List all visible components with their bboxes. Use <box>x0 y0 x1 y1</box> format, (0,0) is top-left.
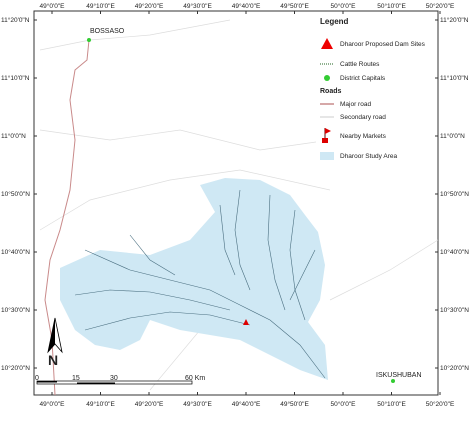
legend-symbol <box>320 152 334 160</box>
scale-label: 30 <box>110 375 118 382</box>
lon-label: 49°20'0"E <box>135 2 164 10</box>
lon-label: 49°50'0"E <box>280 2 309 10</box>
north-label: N <box>48 352 58 368</box>
lat-label: 11°20'0"N <box>1 16 30 24</box>
lon-label: 49°40'0"E <box>232 400 261 408</box>
lon-label: 50°10'0"E <box>377 400 406 408</box>
legend-box <box>316 12 437 170</box>
capital-marker <box>87 38 91 42</box>
legend-label: Nearby Markets <box>340 133 387 140</box>
lon-label: 50°10'0"E <box>377 2 406 10</box>
lon-label: 50°0'0"E <box>331 400 357 408</box>
north-arrow: N <box>47 317 63 368</box>
capital-marker <box>391 379 395 383</box>
study-area <box>60 178 328 380</box>
legend-label: Dharoor Proposed Dam Sites <box>340 41 426 48</box>
legend-symbol <box>321 38 333 49</box>
lon-label: 50°20'0"E <box>426 2 455 10</box>
lat-label: 10°30'0"N <box>1 306 30 314</box>
lat-label: 10°50'0"N <box>440 190 469 198</box>
lon-label: 50°20'0"E <box>426 400 455 408</box>
dam-site <box>243 319 249 325</box>
lon-label: 49°10'0"E <box>86 2 115 10</box>
legend-label: Dharoor Study Area <box>340 153 397 160</box>
legend-label: Secondary road <box>340 114 386 121</box>
lat-label: 10°40'0"N <box>440 248 469 256</box>
lat-label: 10°40'0"N <box>1 248 30 256</box>
major-road <box>44 39 90 396</box>
lat-label: 11°10'0"N <box>1 74 30 82</box>
scale-bar: 0 15 30 60 Km <box>35 375 205 385</box>
legend-symbol <box>322 128 331 143</box>
legend-title: Legend <box>320 17 349 26</box>
legend-subtitle: Roads <box>320 88 342 95</box>
place-label: BOSSASO <box>90 28 125 35</box>
lat-label: 11°10'0"N <box>440 74 469 82</box>
lon-label: 49°20'0"E <box>135 400 164 408</box>
lon-label: 49°30'0"E <box>183 2 212 10</box>
lat-label: 10°30'0"N <box>440 306 469 314</box>
scale-label: 0 <box>35 375 39 382</box>
lat-label: 11°20'0"N <box>440 16 469 24</box>
lat-label: 10°20'0"N <box>1 364 30 372</box>
scale-label: 60 Km <box>185 375 205 382</box>
lon-label: 49°40'0"E <box>232 2 261 10</box>
scale-label: 15 <box>72 375 80 382</box>
lat-label: 10°50'0"N <box>1 190 30 198</box>
lon-label: 49°0'0"E <box>40 400 66 408</box>
lon-label: 49°10'0"E <box>86 400 115 408</box>
legend-symbol <box>324 75 330 81</box>
background-roads <box>39 19 439 391</box>
rivers <box>74 189 326 379</box>
place-label: ISKUSHUBAN <box>376 372 422 379</box>
legend-label: District Capitals <box>340 75 386 82</box>
legend-label: Major road <box>340 101 371 108</box>
lat-label: 10°20'0"N <box>440 364 469 372</box>
lat-label: 11°0'0"N <box>440 132 465 140</box>
legend: Legend Dharoor Proposed Dam Sites Cattle… <box>316 12 437 170</box>
legend-label: Cattle Routes <box>340 61 380 68</box>
lat-label: 11°0'0"N <box>1 132 26 140</box>
lon-label: 49°0'0"E <box>40 2 66 10</box>
lon-label: 49°50'0"E <box>280 400 309 408</box>
lon-label: 49°30'0"E <box>183 400 212 408</box>
lon-label: 50°0'0"E <box>331 2 357 10</box>
